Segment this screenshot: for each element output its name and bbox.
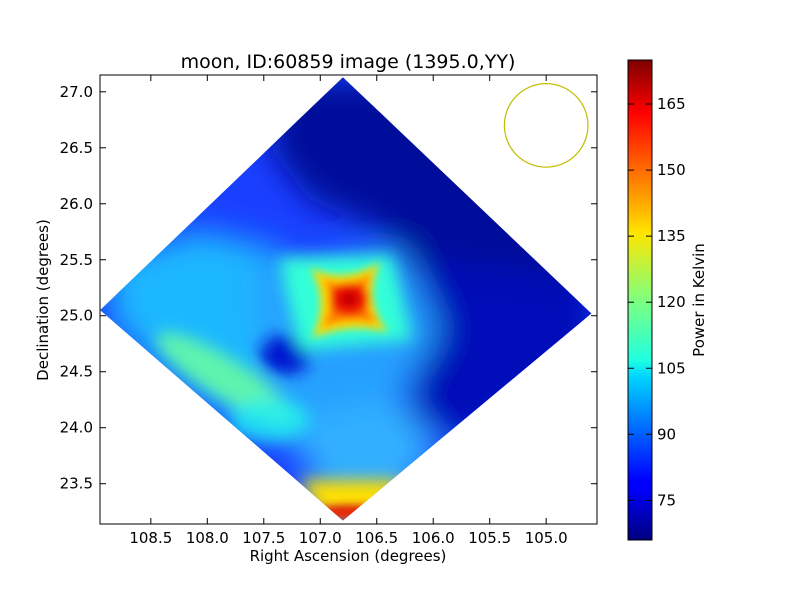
y-tick-label: 25.0 — [60, 307, 93, 325]
blob-cyan-band — [230, 398, 310, 442]
colorbar-tick-label: 105 — [657, 359, 686, 377]
colorbar-tick-label: 165 — [657, 95, 686, 113]
heatmap-image — [100, 77, 592, 521]
blob-source-core — [340, 291, 358, 307]
y-tick-label: 26.5 — [60, 139, 93, 157]
colorbar — [627, 59, 653, 541]
x-tick-label: 107.5 — [242, 529, 285, 547]
colorbar-tick-label: 90 — [657, 425, 676, 443]
x-tick-label: 106.5 — [355, 529, 398, 547]
x-tick-label: 106.0 — [412, 529, 455, 547]
x-tick-label: 107.0 — [299, 529, 342, 547]
y-axis-label: Declination (degrees) — [34, 219, 52, 381]
y-tick-label: 25.5 — [60, 251, 93, 269]
colorbar-tick-label: 135 — [657, 227, 686, 245]
y-tick-label: 24.5 — [60, 363, 93, 381]
colorbar-tick-label: 120 — [657, 293, 686, 311]
blob-south-red — [314, 505, 390, 519]
blob-blue-hole — [260, 335, 310, 375]
blob-dark-north — [270, 80, 592, 330]
x-tick-label: 108.0 — [186, 529, 229, 547]
axes-frame — [99, 74, 598, 525]
y-tick-label: 27.0 — [60, 83, 93, 101]
x-tick-label: 105.0 — [525, 529, 568, 547]
main-axes: 108.5 108.0 107.5 107.0 106.5 106.0 105.5 105.0… — [60, 74, 598, 547]
colorbar-ticks: 75 90 105 120 135 150 165 — [628, 95, 686, 509]
y-tick-label: 24.0 — [60, 419, 93, 437]
blob-dark-east — [410, 260, 592, 440]
x-axis-label: Right Ascension (degrees) — [250, 547, 447, 565]
beam-circle — [503, 82, 589, 168]
colorbar-tick-label: 150 — [657, 161, 686, 179]
x-tick-label: 105.5 — [468, 529, 511, 547]
chart-title: moon, ID:60859 image (1395.0,YY) — [181, 51, 516, 73]
colorbar-tick-label: 75 — [657, 491, 676, 509]
y-tick-label: 23.5 — [60, 475, 93, 493]
y-tick-label: 26.0 — [60, 195, 93, 213]
x-tick-label: 108.5 — [129, 529, 172, 547]
colorbar-label: Power in Kelvin — [690, 243, 708, 357]
